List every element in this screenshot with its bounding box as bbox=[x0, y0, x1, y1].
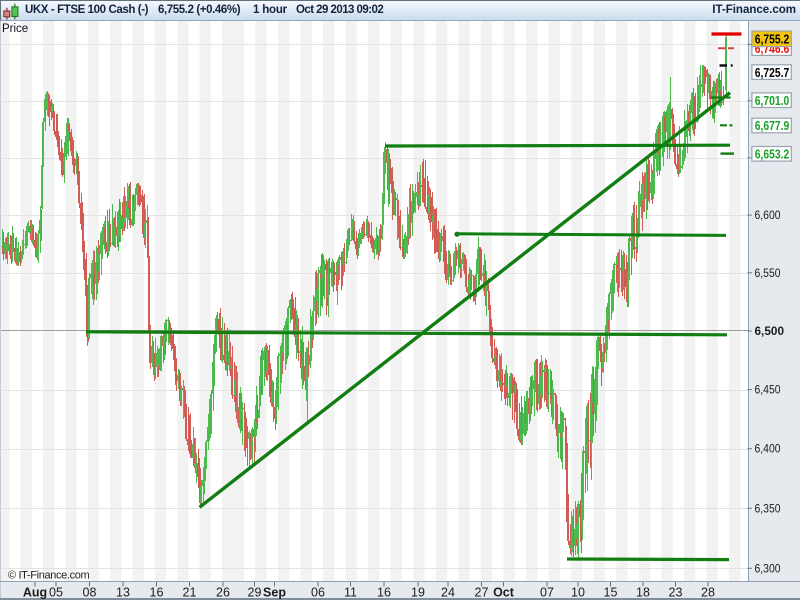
svg-text:6,755.2: 6,755.2 bbox=[755, 32, 790, 47]
svg-text:6,701.0: 6,701.0 bbox=[755, 93, 790, 108]
svg-text:6,450: 6,450 bbox=[755, 385, 781, 397]
svg-text:6,725.7: 6,725.7 bbox=[755, 65, 790, 80]
svg-text:6,653.2: 6,653.2 bbox=[755, 147, 790, 162]
svg-text:13: 13 bbox=[116, 586, 130, 600]
svg-text:23: 23 bbox=[669, 586, 683, 600]
svg-text:6,550: 6,550 bbox=[755, 268, 781, 280]
svg-text:21: 21 bbox=[183, 586, 197, 600]
svg-text:6,400: 6,400 bbox=[755, 444, 781, 456]
svg-text:05: 05 bbox=[49, 586, 63, 600]
svg-text:Sep: Sep bbox=[263, 586, 286, 600]
svg-text:10: 10 bbox=[571, 586, 585, 600]
svg-text:Aug: Aug bbox=[23, 586, 47, 600]
svg-text:11: 11 bbox=[344, 586, 357, 600]
svg-text:28: 28 bbox=[701, 586, 715, 600]
svg-text:08: 08 bbox=[83, 586, 97, 600]
svg-text:6,500: 6,500 bbox=[755, 326, 785, 338]
svg-text:6,300: 6,300 bbox=[755, 563, 781, 575]
svg-text:6,350: 6,350 bbox=[755, 503, 781, 515]
svg-text:15: 15 bbox=[604, 586, 618, 600]
svg-text:06: 06 bbox=[311, 586, 325, 600]
svg-text:27: 27 bbox=[475, 586, 489, 600]
svg-text:29: 29 bbox=[248, 586, 262, 600]
svg-text:Price: Price bbox=[2, 23, 28, 35]
svg-text:6,677.9: 6,677.9 bbox=[755, 118, 790, 133]
svg-text:24: 24 bbox=[441, 586, 455, 600]
svg-text:26: 26 bbox=[216, 586, 230, 600]
svg-text:19: 19 bbox=[411, 586, 425, 600]
svg-text:18: 18 bbox=[636, 586, 650, 600]
svg-text:16: 16 bbox=[150, 586, 164, 600]
svg-text:Oct: Oct bbox=[493, 586, 515, 600]
svg-text:16: 16 bbox=[377, 586, 391, 600]
svg-text:07: 07 bbox=[540, 586, 554, 600]
svg-text:6,600: 6,600 bbox=[755, 210, 781, 222]
svg-text:© IT-Finance.com: © IT-Finance.com bbox=[8, 569, 90, 581]
